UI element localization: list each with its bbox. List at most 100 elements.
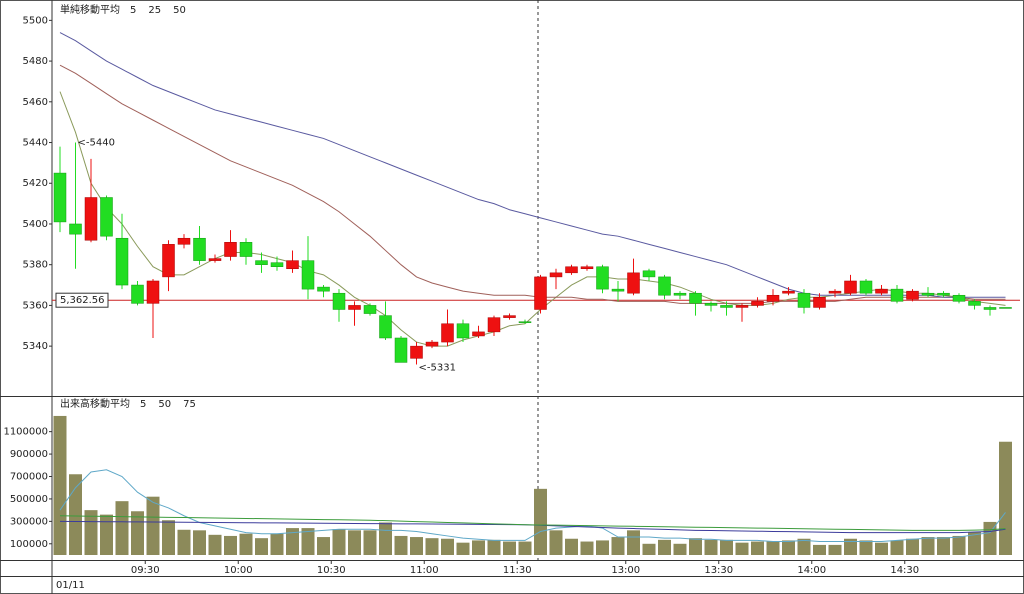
volume-bar	[952, 535, 966, 555]
price-label: 5,362.56	[60, 295, 105, 306]
y-tick-label: 5360	[23, 300, 48, 311]
volume-bar	[301, 528, 315, 555]
volume-bar	[208, 534, 222, 555]
candle-body	[115, 237, 129, 286]
x-tick-label: 13:00	[611, 565, 640, 576]
volume-bar	[813, 544, 826, 555]
volume-bar	[69, 474, 82, 555]
x-tick-label: 10:00	[224, 565, 253, 576]
volume-bar	[782, 540, 795, 555]
y-tick-label: 5440	[23, 138, 48, 149]
candle-body	[487, 317, 501, 333]
candle-body	[301, 260, 315, 290]
volume-bar	[890, 540, 904, 555]
ma-line	[59, 64, 1006, 304]
volume-bar	[689, 538, 702, 555]
x-tick-label: 09:30	[131, 565, 160, 576]
candle-body	[658, 276, 671, 296]
candle-body	[208, 258, 222, 261]
volume-bar	[193, 530, 206, 555]
volume-bar	[642, 543, 656, 555]
candle-body	[704, 303, 718, 306]
volume-bar	[580, 541, 594, 555]
date-label: 01/11	[56, 580, 85, 591]
y-tick-label: 300000	[10, 516, 48, 527]
candle-body	[348, 305, 361, 310]
volume-bar	[735, 542, 749, 555]
candle-body	[797, 292, 811, 308]
candle-body	[983, 307, 997, 310]
candle-body	[441, 323, 454, 343]
y-tick-label: 5420	[23, 178, 48, 189]
extreme-annotation: <-5331	[419, 362, 456, 373]
candle-body	[410, 345, 423, 359]
volume-bar	[766, 541, 780, 555]
candle-body	[69, 223, 82, 235]
y-tick-label: 5500	[23, 15, 48, 26]
volume-bar	[100, 514, 113, 555]
candle-body	[379, 315, 392, 339]
volume-bar	[875, 542, 888, 555]
y-tick-label: 1100000	[3, 427, 48, 438]
candle-body	[766, 294, 780, 302]
candle-body	[782, 290, 795, 294]
candle-body	[53, 172, 67, 223]
legend-entry: 5	[130, 5, 136, 16]
candle-body	[720, 305, 733, 308]
legend-entry: 75	[183, 399, 196, 410]
legend-entry: 50	[158, 399, 171, 410]
candle-body	[580, 266, 594, 270]
ma-line	[59, 515, 1006, 531]
candle-body	[472, 331, 485, 337]
volume-bar	[270, 533, 284, 555]
candle-body	[162, 244, 175, 278]
volume-bar	[673, 543, 687, 555]
volume-bar	[441, 538, 454, 555]
x-tick-label: 14:00	[797, 565, 826, 576]
ma-line	[59, 91, 1006, 347]
volume-bar	[224, 535, 237, 555]
volume-bar	[131, 511, 144, 555]
x-tick-label: 14:30	[890, 565, 919, 576]
volume-bar	[534, 488, 547, 555]
volume-bar	[937, 537, 950, 555]
candle-body	[425, 341, 439, 347]
volume-bar	[317, 537, 330, 555]
candle-body	[549, 272, 563, 278]
volume-bar	[363, 530, 377, 555]
candle-body	[84, 197, 98, 241]
candle-body	[751, 301, 764, 306]
candle-body	[255, 260, 268, 265]
candle-body	[921, 292, 935, 296]
candle-body	[611, 288, 625, 292]
candle-body	[565, 266, 578, 274]
candle-body	[518, 321, 532, 323]
y-tick-label: 5480	[23, 56, 48, 67]
volume-bar	[332, 529, 346, 555]
x-tick-label: 11:30	[503, 565, 532, 576]
legend-entry: 50	[173, 5, 186, 16]
volume-bar	[286, 528, 299, 555]
candle-body	[952, 294, 966, 302]
legend-title: 単純移動平均	[60, 3, 120, 16]
volume-bar	[859, 540, 873, 555]
candle-body	[146, 280, 160, 304]
x-tick-label: 11:00	[410, 565, 439, 576]
candle-body	[363, 305, 377, 314]
candle-body	[828, 290, 842, 294]
volume-bar	[503, 541, 516, 555]
volume-bar	[611, 537, 625, 555]
volume-bar	[627, 530, 640, 555]
volume-bar	[658, 539, 671, 555]
y-tick-label: 5400	[23, 219, 48, 230]
candle-body	[689, 292, 702, 304]
candle-body	[270, 262, 284, 267]
volume-bar	[146, 496, 160, 555]
candle-body	[999, 307, 1012, 309]
y-tick-label: 100000	[10, 539, 48, 550]
volume-bar	[549, 530, 563, 555]
candle-body	[317, 286, 330, 292]
y-tick-label: 700000	[10, 472, 48, 483]
